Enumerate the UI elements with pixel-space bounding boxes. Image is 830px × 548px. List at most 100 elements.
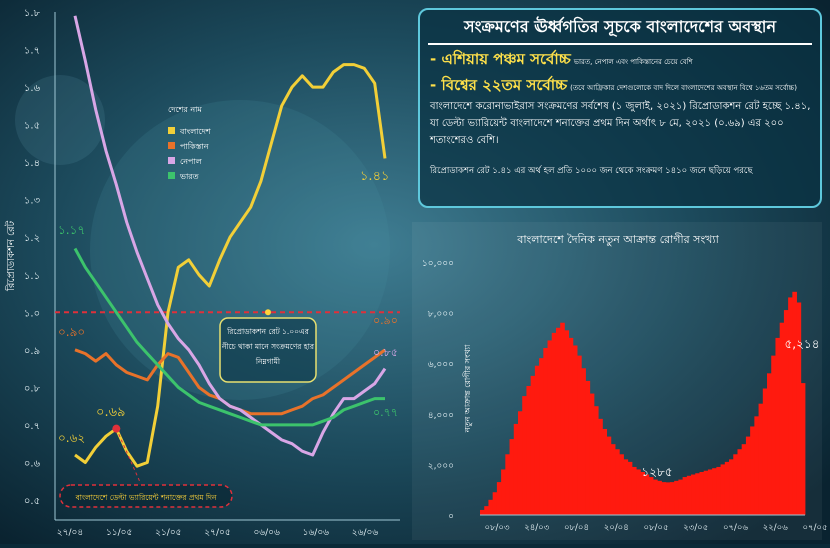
bar: [606, 436, 612, 515]
x-tick-label: ১৬/০৬: [303, 528, 330, 538]
x-tick-label: ১১/০৫: [106, 528, 132, 538]
bar: [509, 439, 515, 515]
delta-note-text: বাংলাদেশে ডেল্টা ভ্যারিয়েন্ট শনাক্তের প…: [75, 492, 217, 502]
bar: [682, 477, 688, 515]
bar: [585, 380, 591, 515]
x-tick-label: ২১/০৫: [155, 528, 181, 538]
bar: [513, 423, 519, 515]
nepal-end-label: ০.৮৫: [373, 346, 398, 359]
bar-x-tick-label: ২৩/০৫: [683, 523, 708, 533]
legend-swatch: [168, 142, 175, 149]
bar: [480, 509, 485, 515]
india-end-label: ০.৭৭: [373, 406, 398, 419]
bar: [686, 475, 692, 515]
delta-note-box: [59, 484, 233, 508]
legend-label: ভারত: [179, 172, 200, 181]
x-tick-label: ০৬/০৬: [253, 528, 280, 538]
bar: [754, 416, 759, 515]
bar: [788, 297, 793, 515]
world-rank-text: - বিশ্বের ২২তম সর্বোচ্চ: [430, 76, 568, 94]
y-tick-label: ১.০: [24, 308, 40, 319]
y-tick-label: ১.৫: [24, 121, 40, 132]
x-tick-label: ২৭/০৫: [204, 528, 230, 538]
bar-y-axis-label: নতুন আক্রান্ত রোগীর সংখ্যা: [462, 344, 472, 433]
pakistan-start-label: ০.৯০: [58, 325, 85, 339]
bar: [539, 358, 544, 515]
y-tick-label: ০.৭: [24, 421, 40, 432]
delta-note-connector: [115, 428, 141, 483]
start-value-label: ০.৬২: [58, 431, 85, 445]
legend-label: বাংলাদেশ: [179, 127, 211, 136]
bar: [745, 436, 751, 515]
legend-swatch: [168, 157, 175, 164]
threshold-note-line: নিম্নগামী: [255, 356, 281, 366]
bar: [517, 411, 523, 515]
bar: [572, 345, 578, 515]
bar: [598, 418, 603, 515]
legend-swatch: [168, 172, 175, 179]
panel-title: সংক্রমণের ঊর্ধ্বগতির সূচকে বাংলাদেশের অব…: [428, 14, 812, 45]
bar: [695, 473, 700, 515]
bar-x-tick-label: ০৭/০৬: [723, 523, 748, 533]
bar: [589, 393, 595, 515]
bar: [636, 469, 641, 515]
bar-y-tick-label: ৮,০০০: [428, 310, 454, 320]
bar: [577, 355, 582, 515]
bar: [492, 492, 498, 515]
info-panel: সংক্রমণের ঊর্ধ্বগতির সূচকে বাংলাদেশের অব…: [418, 8, 822, 208]
bar: [501, 469, 506, 515]
bar: [712, 468, 717, 515]
bar: [783, 310, 789, 515]
bar: [750, 426, 755, 515]
bar: [640, 471, 646, 515]
bar: [762, 388, 768, 515]
bar: [779, 322, 785, 515]
world-rank-note: (তবে আফ্রিকার দেশগুলোকে বাদ দিলে বাংলাদে…: [570, 84, 798, 92]
bar: [691, 474, 696, 515]
bar: [775, 337, 781, 515]
threshold-value-label: ০.৯০: [373, 314, 398, 327]
series-line-3: [73, 247, 385, 427]
y-tick-label: ১.৭: [24, 46, 40, 57]
y-tick-label: ১.৩: [24, 196, 41, 207]
y-tick-label: ০.৫: [24, 496, 40, 507]
bar: [610, 444, 616, 515]
last-bar-label: ৫,২১৪: [785, 337, 820, 351]
legend-title: দেশের নাম: [168, 105, 202, 114]
bar: [678, 479, 683, 515]
y-tick-label: ১.৮: [24, 8, 41, 19]
y-tick-label: ০.৯: [24, 346, 40, 357]
bar: [547, 340, 553, 515]
bar-y-tick-label: ২,০০০: [428, 461, 454, 471]
bar: [568, 337, 574, 515]
y-tick-label: ০.৬: [24, 458, 41, 469]
virus-decoration: [15, 75, 105, 165]
y-tick-label: ০.৮: [24, 383, 41, 394]
bar: [699, 471, 705, 515]
asia-rank-text: - এশিয়ায় পঞ্চম সর্বোচ্চ: [430, 50, 571, 68]
series-line-2: [73, 15, 387, 457]
bar-x-tick-label: ২২/০৬: [763, 523, 788, 533]
bar: [496, 482, 502, 515]
bar: [703, 470, 709, 515]
bar: [534, 365, 540, 515]
bar: [767, 373, 772, 515]
threshold-note-line: নীচে থাকা মানে সংক্রমণের হার: [221, 341, 315, 351]
bar: [551, 332, 557, 515]
bar: [581, 368, 586, 515]
bar: [560, 322, 565, 515]
last-value-label: ১.৪১: [360, 169, 389, 184]
bar-x-tick-label: ২০/০৪: [604, 523, 629, 533]
bar: [488, 499, 494, 515]
bar: [619, 454, 624, 515]
india-start-label: ১.১৭: [58, 223, 85, 237]
world-rank: - বিশ্বের ২২তম সর্বোচ্চ (তবে আফ্রিকার দেশ…: [430, 74, 797, 99]
bar-x-tick-label: ০৮/০৪: [564, 523, 589, 533]
bar: [657, 480, 662, 515]
bar: [796, 302, 802, 515]
bar: [716, 466, 721, 515]
asia-rank-note: ভারত, নেপাল এবং পাকিস্তানের চেয়ে বেশি: [573, 58, 693, 66]
bar: [800, 383, 806, 515]
bar: [758, 403, 764, 515]
bar-y-tick-label: ১০,০০০: [422, 259, 454, 269]
